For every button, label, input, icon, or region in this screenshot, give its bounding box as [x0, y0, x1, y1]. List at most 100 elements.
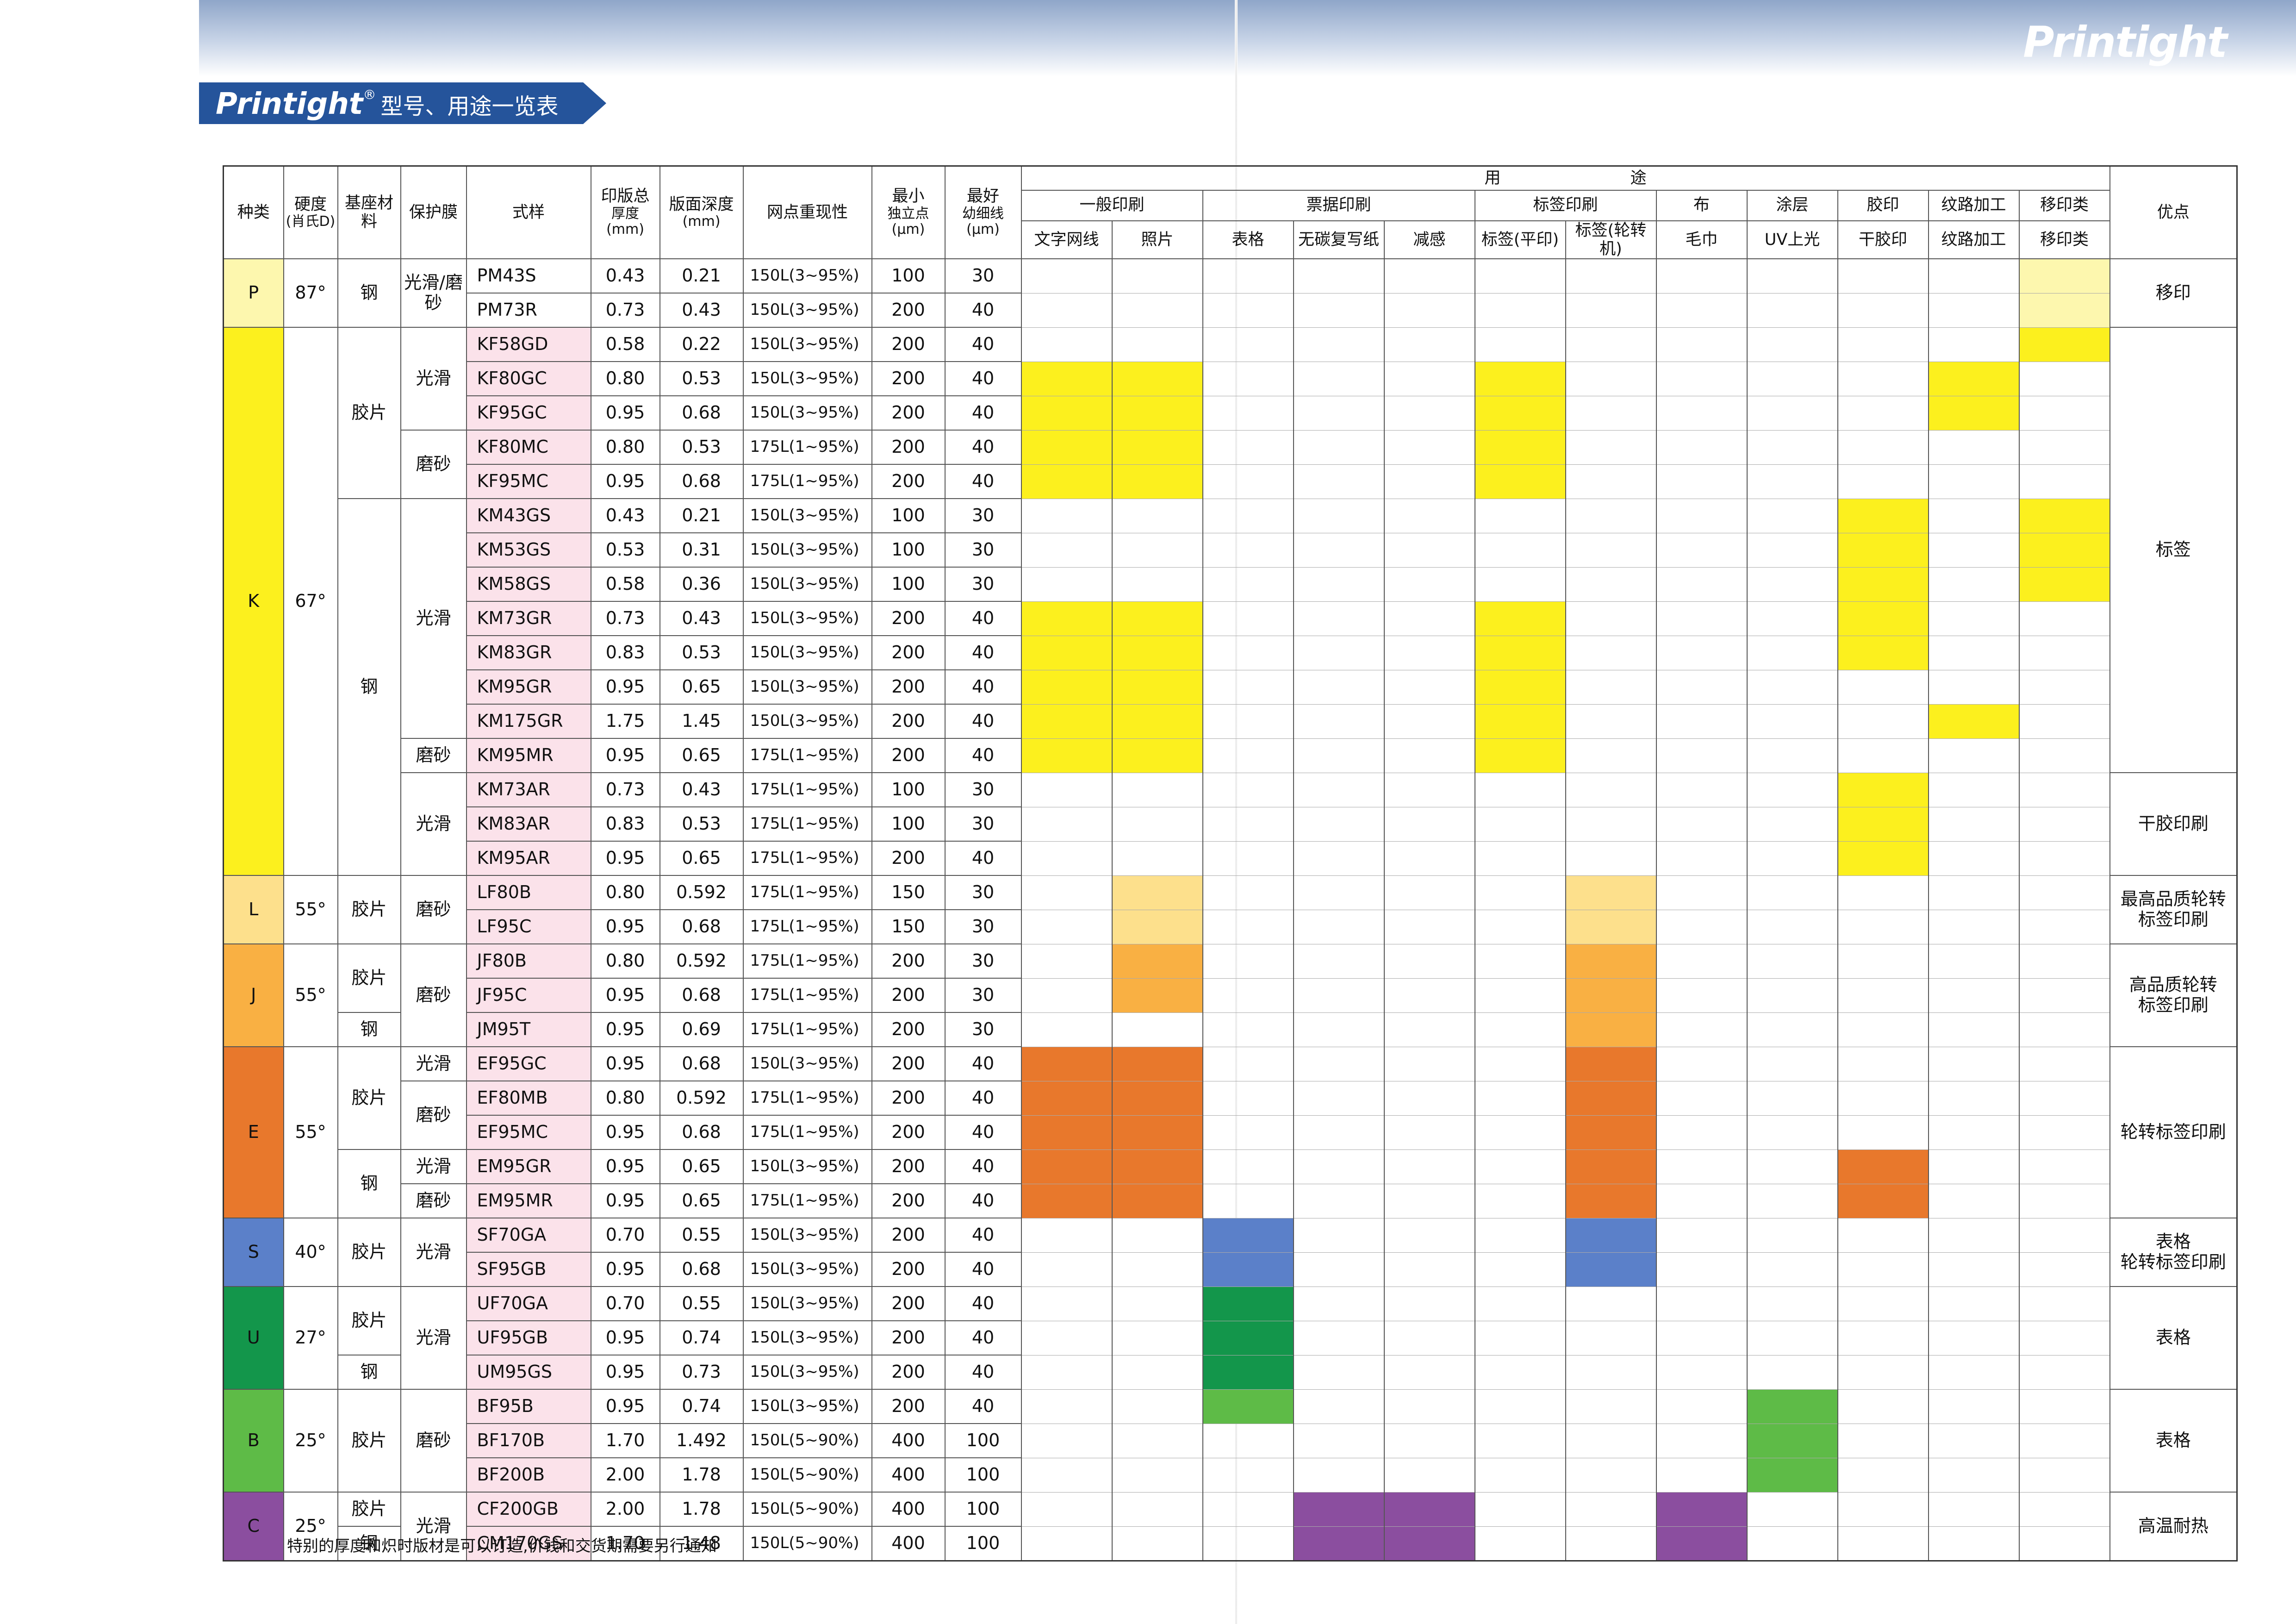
usage-cell: [1474, 1012, 1566, 1047]
usage-cell: [1655, 1492, 1748, 1527]
usage-cell: [1565, 1286, 1657, 1321]
min_line-cell: 40: [944, 1320, 1022, 1355]
min_dot-cell: 100: [871, 806, 946, 842]
min_line-cell: 100: [944, 1457, 1022, 1493]
usage-cell: [1474, 738, 1566, 773]
thickness-cell: 0.95: [590, 669, 660, 705]
depth-cell: 0.68: [659, 1115, 744, 1150]
usage-cell: [1020, 1081, 1113, 1116]
usage-cell: [1837, 361, 1929, 396]
thickness-cell: 0.95: [590, 1252, 660, 1287]
usage-cell: [1655, 1081, 1748, 1116]
depth-cell: 0.65: [659, 1183, 744, 1218]
usage-cell: [1474, 1492, 1566, 1527]
depth-cell: 1.492: [659, 1423, 744, 1458]
usage-cell: [1020, 1286, 1113, 1321]
advantage-cell: 移印: [2109, 258, 2238, 328]
usage-cell: [1746, 1149, 1838, 1184]
usage-group: 票据印刷: [1202, 189, 1475, 221]
base-cell: 胶片: [337, 1389, 401, 1493]
usage-item: 干胶印: [1837, 220, 1929, 259]
header-line: (mm): [682, 213, 721, 230]
usage-cell: [1383, 943, 1475, 979]
usage-cell: [1565, 258, 1657, 294]
thickness-cell: 0.95: [590, 395, 660, 431]
table-row: BF200B 2.00 1.78 150L(5~90%) 400 100: [224, 1457, 2237, 1493]
title: Printight® 型号、用途一览表: [216, 87, 559, 121]
usage-cell: [1655, 738, 1748, 773]
min_line-cell: 40: [944, 635, 1022, 670]
base-cell: 胶片: [337, 327, 401, 499]
dots-cell: 175L(1~95%): [742, 943, 872, 979]
depth-cell: 0.68: [659, 395, 744, 431]
usage-cell: [1837, 567, 1929, 602]
film-cell: 磨砂: [400, 738, 467, 773]
table-row: KM95GR 0.95 0.65 150L(3~95%) 200 40: [224, 669, 2237, 705]
usage-cell: [1837, 258, 1929, 294]
usage-cell: [1837, 875, 1929, 910]
usage-cell: [1746, 1012, 1838, 1047]
usage-cell: [1293, 1252, 1385, 1287]
usage-cell: [1474, 1252, 1566, 1287]
min_line-cell: 100: [944, 1423, 1022, 1458]
model-cell: EF95MC: [466, 1115, 591, 1150]
advantage-cell: 高温耐热: [2109, 1492, 2238, 1561]
usage-cell: [1020, 1389, 1113, 1424]
usage-cell: [1928, 1252, 2020, 1287]
usage-cell: [1565, 1423, 1657, 1458]
depth-cell: 0.55: [659, 1218, 744, 1253]
depth-cell: 1.48: [659, 1526, 744, 1561]
model-cell: SF70GA: [466, 1218, 591, 1253]
hardness-cell: 25°: [283, 1492, 338, 1561]
usage-cell: [1928, 1526, 2020, 1561]
model-cell: EM95GR: [466, 1149, 591, 1184]
usage-cell: [1655, 669, 1748, 705]
usage-cell: [1746, 464, 1838, 499]
depth-cell: 1.45: [659, 704, 744, 739]
usage-cell: [1746, 1423, 1838, 1458]
table-row: 磨砂 KM95MR 0.95 0.65 175L(1~95%) 200 40: [224, 738, 2237, 773]
usage-cell: [1928, 567, 2020, 602]
dots-cell: 150L(3~95%): [742, 498, 872, 533]
min_dot-cell: 200: [871, 1183, 946, 1218]
usage-cell: [1474, 464, 1566, 499]
min_dot-cell: 200: [871, 293, 946, 328]
usage-cell: [1655, 1457, 1748, 1493]
usage-cell: [2018, 1081, 2110, 1116]
dots-cell: 150L(3~95%): [742, 1389, 872, 1424]
depth-cell: 0.43: [659, 601, 744, 636]
usage-cell: [1383, 635, 1475, 670]
usage-cell: [1565, 1149, 1657, 1184]
base-cell: 钢: [337, 498, 401, 876]
usage-cell: [1655, 1286, 1748, 1321]
usage-cell: [1202, 258, 1294, 294]
thickness-cell: 1.70: [590, 1423, 660, 1458]
usage-cell: [1565, 1457, 1657, 1493]
dots-cell: 175L(1~95%): [742, 1012, 872, 1047]
depth-cell: 0.53: [659, 430, 744, 465]
usage-cell: [1746, 1081, 1838, 1116]
usage-cell: [1837, 1115, 1929, 1150]
min_line-cell: 30: [944, 532, 1022, 568]
min_line-cell: 30: [944, 498, 1022, 533]
thickness-cell: 2.00: [590, 1457, 660, 1493]
usage-cell: [1746, 704, 1838, 739]
usage-cell: [1383, 395, 1475, 431]
depth-cell: 0.21: [659, 258, 744, 294]
usage-cell: [1111, 1081, 1203, 1116]
kind-cell: C: [223, 1492, 284, 1561]
kind-cell: J: [223, 943, 284, 1047]
usage-cell: [2018, 1526, 2110, 1561]
thickness-cell: 0.83: [590, 806, 660, 842]
usage-cell: [1746, 430, 1838, 465]
dots-cell: 175L(1~95%): [742, 738, 872, 773]
usage-cell: [1474, 1218, 1566, 1253]
usage-cell: [1293, 1115, 1385, 1150]
usage-cell: [1020, 635, 1113, 670]
film-cell: 磨砂: [400, 430, 467, 499]
usage-cell: [1383, 1389, 1475, 1424]
depth-cell: 0.68: [659, 1252, 744, 1287]
usage-cell: [1383, 464, 1475, 499]
usage-group: 布: [1655, 189, 1748, 221]
usage-cell: [2018, 361, 2110, 396]
